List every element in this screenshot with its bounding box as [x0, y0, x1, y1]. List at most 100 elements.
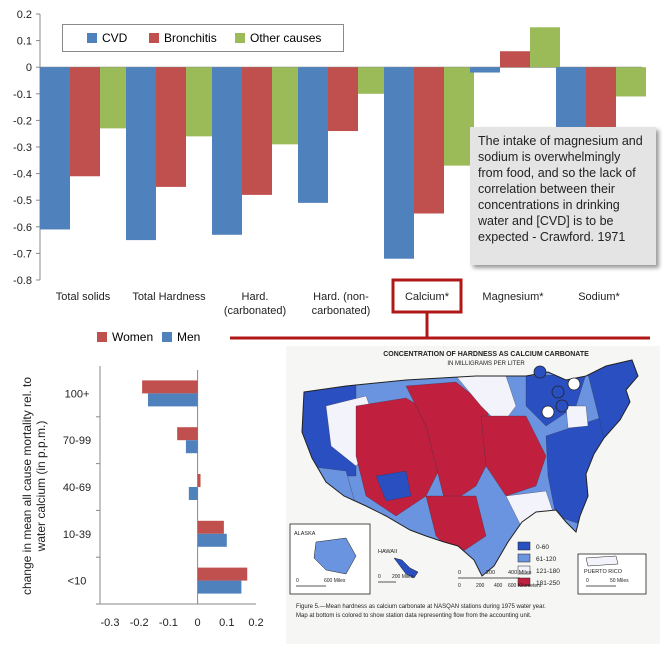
hawaii-scale-zero: 0	[378, 574, 381, 580]
bar-other-causes	[358, 67, 388, 94]
hardness-map-figure: CONCENTRATION OF HARDNESS AS CALCIUM CAR…	[286, 346, 660, 644]
bar-women	[177, 427, 198, 441]
x-tick-label: Total Hardness	[132, 291, 206, 303]
x-tick-label: Calcium*	[405, 291, 450, 303]
bar-men	[147, 393, 198, 407]
map-region	[405, 381, 497, 507]
bar-men	[197, 580, 242, 594]
bar-women	[197, 474, 201, 487]
station-marker	[551, 385, 565, 399]
bar-men	[188, 487, 198, 500]
bar-bronchitis	[242, 67, 272, 195]
x-tick-label: 0	[195, 617, 201, 629]
main-scale-label: 0	[458, 570, 461, 576]
bar-men	[197, 533, 227, 547]
bar-cvd	[212, 67, 242, 235]
bar-women	[197, 520, 224, 534]
legend-swatch-bronchitis	[149, 33, 159, 43]
category-label: 40-69	[63, 482, 91, 494]
bar-cvd	[126, 67, 156, 241]
main-scale-km-label: 600 Kilometers	[508, 583, 542, 589]
y-axis-title: water calcium (in p.p.m.)	[34, 421, 48, 553]
bar-bronchitis	[156, 67, 186, 187]
bar-women	[197, 567, 248, 581]
bar-cvd	[470, 67, 500, 73]
category-label: <10	[68, 576, 87, 588]
station-marker	[555, 399, 569, 413]
category-label: 100+	[65, 388, 90, 400]
x-tick-label: (carbonated)	[224, 305, 286, 317]
top-chart-legend: CVD Bronchitis Other causes	[62, 24, 344, 52]
main-scale-label: 200	[486, 570, 495, 576]
bar-other-causes	[100, 67, 130, 129]
map-subtitle: IN MILLIGRAMS PER LITER	[447, 361, 525, 367]
category-label: 10-39	[63, 529, 91, 541]
y-axis-title: change in mean all cause mortality rel. …	[20, 377, 34, 595]
puerto-rico-label: PUERTO RICO	[584, 569, 623, 575]
x-tick-label: Magnesium*	[482, 291, 544, 303]
puerto-rico-shape	[585, 555, 619, 567]
x-tick-label: -0.3	[101, 617, 120, 629]
y-tick-label: -0.1	[13, 89, 32, 101]
x-tick-label: Sodium*	[578, 291, 620, 303]
legend-label-men: Men	[177, 330, 201, 344]
map-legend-swatch	[517, 541, 531, 551]
map-region	[375, 470, 412, 502]
bar-bronchitis	[70, 67, 100, 177]
map-legend-label: 61-120	[536, 556, 557, 563]
x-tick-label: Hard. (non-	[313, 291, 369, 303]
hawaii-shape	[393, 557, 419, 579]
map-legend-label: 181-250	[536, 580, 560, 587]
legend-swatch-men	[162, 332, 172, 342]
main-scale-km-label: 200	[476, 583, 485, 589]
x-tick-label: carbonated)	[312, 305, 371, 317]
alaska-label: ALASKA	[294, 531, 316, 537]
legend-men: Men	[162, 330, 200, 344]
hawaii-scale-end: 200 Miles	[392, 574, 414, 580]
bar-bronchitis	[500, 51, 530, 68]
y-tick-label: 0.1	[17, 36, 32, 48]
y-tick-label: -0.7	[13, 248, 32, 260]
bar-other-causes	[272, 67, 302, 145]
pr-scale-zero: 0	[586, 578, 589, 584]
bar-bronchitis	[586, 67, 616, 134]
map-region	[480, 415, 547, 497]
bar-other-causes	[616, 67, 646, 97]
bar-other-causes	[530, 27, 560, 68]
correlation-bar-chart: 0.2 0.1 0 -0.1 -0.2 -0.3 -0.4 -0.5 -0.6 -0.7 -0.8 T…	[13, 9, 650, 340]
legend-swatch-cvd	[87, 33, 97, 43]
legend-label-other: Other causes	[250, 31, 322, 45]
y-tick-label: 0.2	[17, 9, 32, 21]
legend-swatch-other	[235, 33, 245, 43]
map-legend-swatch	[517, 553, 531, 563]
x-tick-label: 0.1	[219, 617, 234, 629]
y-tick-label: -0.8	[13, 275, 32, 287]
map-legend-label: 121-180	[536, 568, 560, 575]
category-label: 70-99	[63, 435, 91, 447]
station-marker	[567, 377, 581, 391]
map-caption-line: Figure 5.—Mean hardness as calcium carbo…	[296, 604, 546, 610]
y-tick-label: -0.2	[13, 115, 32, 127]
x-tick-label: Total solids	[56, 291, 111, 303]
legend-swatch-women	[97, 332, 107, 342]
legend-bronchitis: Bronchitis	[149, 31, 217, 45]
calcium-mortality-chart: change in mean all cause mortality rel. …	[20, 366, 264, 629]
bar-bronchitis	[414, 67, 444, 214]
legend-label-women: Women	[112, 330, 154, 344]
pr-scale-end: 50 Miles	[610, 578, 629, 584]
bar-cvd	[556, 67, 586, 132]
x-tick-label: Hard.	[242, 291, 269, 303]
legend-cvd: CVD	[87, 31, 127, 45]
bar-cvd	[40, 67, 70, 230]
x-tick-label: -0.2	[130, 617, 149, 629]
map-legend-swatch	[517, 577, 531, 587]
bar-bronchitis	[328, 67, 358, 132]
map-legend-swatch	[517, 565, 531, 575]
crawford-quote-callout: The intake of magnesium and sodium is ov…	[470, 127, 656, 265]
station-marker	[541, 405, 555, 419]
map-region	[565, 405, 589, 429]
station-marker	[533, 365, 547, 379]
bar-women	[142, 380, 198, 394]
y-tick-label: 0	[26, 62, 32, 74]
map-title: CONCENTRATION OF HARDNESS AS CALCIUM CAR…	[383, 351, 589, 358]
